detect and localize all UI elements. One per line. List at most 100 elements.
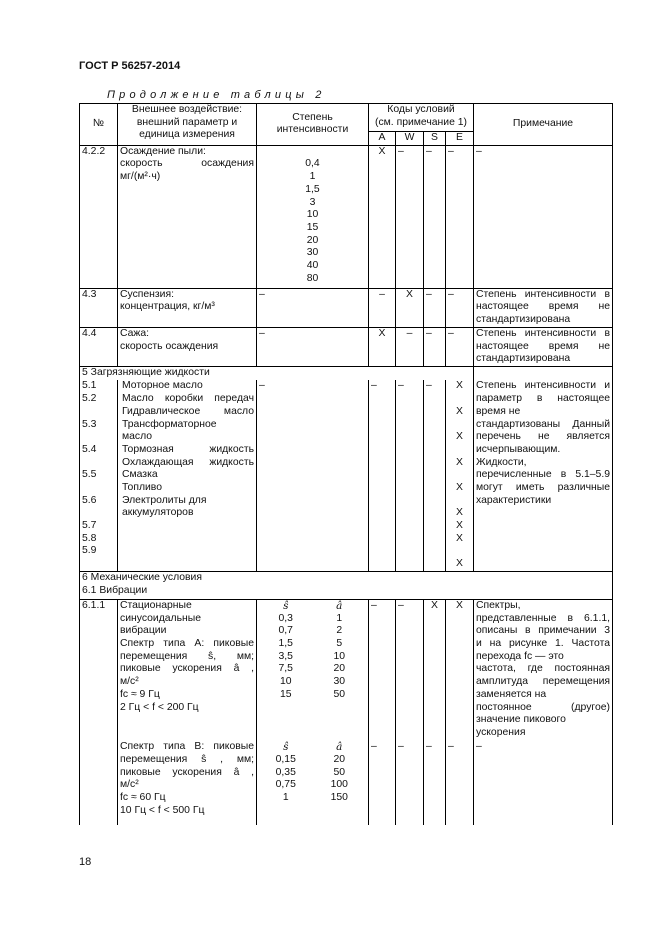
row-num: 5.1 5.2 5.3 5.4 5.5 5.6 5.7 5.8 5.9: [79, 380, 118, 572]
text-line: масло: [122, 431, 153, 443]
row-num: 6.1.1: [79, 598, 118, 742]
col-header-num: №: [79, 103, 118, 146]
code-a: –: [368, 598, 396, 742]
text-line: 0,3: [278, 612, 293, 624]
code-a: –: [368, 380, 396, 572]
text-line: Степень интенсивности и: [476, 380, 610, 392]
displacement-values: ŝ 0,15 0,35 0,75 1: [259, 741, 313, 805]
text-line: ŝ: [283, 599, 289, 612]
section-heading: 5 Загрязняющие жидкости: [79, 365, 474, 381]
text-line: время не: [476, 405, 521, 417]
text-line: [82, 457, 115, 470]
text-line: Трансформаторное: [122, 418, 217, 430]
text-line: 5.6: [82, 494, 97, 506]
text-line: 5.1: [82, 380, 97, 392]
text-line: X: [456, 532, 463, 544]
text-line: [82, 406, 115, 419]
text-line: 15: [306, 221, 319, 233]
text-line: [448, 419, 471, 432]
text-line: амплитуда перемещения: [476, 676, 610, 688]
row-intensity: ŝ 0,15 0,35 0,75 1 â 20 50 100 150: [256, 741, 369, 826]
text-line: X: [456, 380, 463, 392]
row-num: 4.2.2: [79, 144, 118, 289]
text-line: fc ≈ 60 Гц: [120, 792, 166, 804]
row-param: Сажа: скорость осаждения: [117, 326, 257, 367]
text-line: Топливо: [122, 482, 162, 494]
code-w: –: [395, 598, 424, 742]
text-line: 10: [279, 676, 292, 688]
code-s: –: [423, 144, 446, 289]
text-line: 80: [306, 272, 319, 284]
code-s: X: [423, 598, 446, 742]
section-row: 6 Механические условия: [79, 570, 613, 586]
code-a: –: [368, 741, 396, 826]
text-line: fc ≈ 9 Гц: [120, 688, 160, 700]
code-s: –: [423, 741, 446, 826]
text-line: 1: [309, 171, 316, 183]
text-line: аккумуляторов: [122, 507, 194, 519]
text-line: пиковые ускорения â ,: [120, 663, 254, 675]
text-line: постоянное (другое): [476, 701, 610, 713]
text-line: исчерпывающим.: [476, 443, 561, 455]
text-line: X: [456, 456, 463, 468]
code-e: –: [445, 741, 474, 826]
text-line: перемещения ŝ, мм;: [120, 650, 254, 662]
text-line: м/с²: [120, 779, 139, 791]
row-note: Степень интенсивности и параметр в настоя…: [473, 380, 613, 572]
text-line: Суспензия:: [120, 288, 175, 300]
row-num-empty: [79, 741, 118, 826]
code-e: X: [445, 598, 474, 742]
text-line: 50: [333, 766, 346, 778]
text-line: Жидкости,: [476, 456, 527, 468]
text-line: 40: [306, 260, 319, 272]
text-line: 50: [333, 688, 346, 700]
code-a: X: [368, 144, 396, 289]
code-e: –: [445, 326, 474, 367]
text-line: [82, 482, 115, 495]
row-num: 4.3: [79, 287, 118, 328]
row-num: 4.4: [79, 326, 118, 367]
table-row: 4.4 Сажа: скорость осаждения – X – – – Ст…: [79, 326, 613, 367]
text-line: [448, 444, 471, 457]
text-line: 5.7: [82, 520, 97, 532]
document-id: ГОСТ Р 56257-2014: [79, 60, 181, 72]
text-line: синусоидальные: [120, 612, 202, 624]
text-line: 5.3: [82, 418, 97, 430]
text-line: [448, 393, 471, 406]
text-line: представленные в 6.1.1,: [476, 612, 610, 624]
text-line: Спектр типа А: пиковые: [120, 637, 254, 649]
text-line: 3,5: [278, 650, 293, 662]
text-line: Тормозная жидкость: [122, 443, 254, 455]
text-line: 20: [333, 754, 346, 766]
code-e: –: [445, 144, 474, 289]
text-line: –: [398, 380, 404, 392]
text-line: стандартизованы Данный: [476, 418, 610, 430]
text-line: –: [371, 380, 377, 392]
subsection-heading: 6.1 Вибрации: [79, 585, 613, 600]
row-note: –: [473, 144, 613, 289]
col-header-codes: Коды условий (см. примечание 1): [368, 103, 474, 132]
text-line: Степень интенсивности в: [476, 327, 610, 339]
text-line: â: [336, 741, 343, 754]
table-row: 5.1 5.2 5.3 5.4 5.5 5.6 5.7 5.8 5.9 Моторное мас…: [79, 380, 613, 572]
text-line: 150: [330, 792, 348, 804]
text-line: X: [456, 520, 463, 532]
section-heading: 6 Механические условия: [79, 570, 613, 586]
text-line: 1,5: [278, 637, 293, 649]
row-param: Суспензия: концентрация, кг/м³: [117, 287, 257, 328]
text-line: Осаждение пыли:: [120, 145, 206, 157]
code-w: –: [395, 144, 424, 289]
text-line: –: [259, 380, 265, 392]
text-line: Коды условий: [387, 104, 455, 116]
text-line: 2 Гц < f < 200 Гц: [120, 701, 199, 713]
code-w: –: [395, 326, 424, 367]
row-param: Спектр типа В: пиковые перемещения ŝ , мм…: [117, 741, 257, 826]
table-row: 4.3 Суспензия: концентрация, кг/м³ – – X …: [79, 287, 613, 328]
text-line: â: [336, 599, 343, 612]
text-line: 30: [306, 247, 319, 259]
acceleration-values: â 20 50 100 150: [313, 741, 367, 805]
code-s: –: [423, 380, 446, 572]
text-line: 5: [336, 637, 343, 649]
row-intensity: 0,4 1 1,5 3 10 15 20 30 40 80: [256, 144, 369, 289]
text-line: 3: [309, 196, 316, 208]
